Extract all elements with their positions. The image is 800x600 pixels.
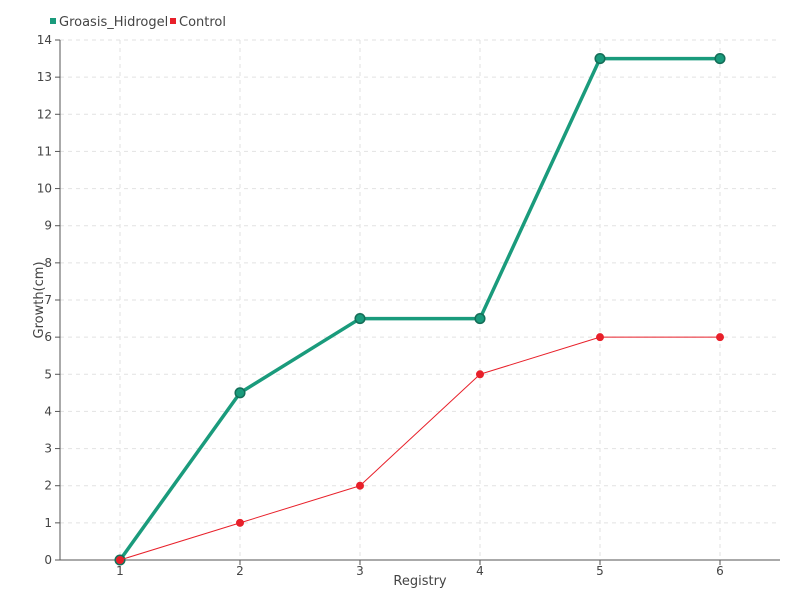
legend-item-groasis-hidrogel[interactable]: Groasis_Hidrogel bbox=[50, 15, 168, 30]
y-tick-label: 13 bbox=[37, 70, 52, 84]
data-point-control[interactable] bbox=[356, 481, 364, 490]
y-tick-label: 11 bbox=[37, 144, 52, 158]
legend-label-control: Control bbox=[179, 15, 226, 30]
legend: Groasis_Hidrogel Control bbox=[50, 15, 226, 30]
data-point-control[interactable] bbox=[596, 333, 604, 342]
y-tick-label: 14 bbox=[37, 33, 52, 47]
x-tick-label: 4 bbox=[476, 564, 484, 578]
legend-item-control[interactable]: Control bbox=[170, 15, 226, 30]
x-tick-label: 1 bbox=[116, 564, 124, 578]
data-point-groasis-hidrogel[interactable] bbox=[234, 387, 246, 399]
x-tick-label: 2 bbox=[236, 564, 244, 578]
y-tick-label: 4 bbox=[44, 404, 52, 418]
series-groasis-hidrogel bbox=[114, 53, 726, 566]
data-point-control[interactable] bbox=[716, 333, 724, 342]
x-axis-title: Registry bbox=[393, 574, 447, 589]
y-tick-label: 12 bbox=[37, 107, 52, 121]
data-point-control[interactable] bbox=[236, 518, 244, 527]
grid bbox=[60, 39, 780, 560]
y-axis-title: Growth(cm) bbox=[32, 261, 47, 338]
data-point-groasis-hidrogel[interactable] bbox=[474, 313, 486, 325]
legend-swatch-control bbox=[170, 18, 176, 24]
y-tick-label: 1 bbox=[44, 516, 52, 530]
y-tick-label: 10 bbox=[37, 182, 52, 196]
series-layer bbox=[114, 53, 726, 566]
data-point-groasis-hidrogel[interactable] bbox=[594, 53, 606, 65]
x-tick-label: 6 bbox=[716, 564, 724, 578]
legend-label-groasis-hidrogel: Groasis_Hidrogel bbox=[59, 15, 168, 30]
y-tick-label: 8 bbox=[44, 256, 52, 270]
data-point-groasis-hidrogel[interactable] bbox=[714, 53, 726, 65]
legend-swatch-groasis-hidrogel bbox=[50, 18, 56, 24]
x-tick-label: 3 bbox=[356, 564, 364, 578]
series-line-groasis-hidrogel bbox=[118, 56, 722, 562]
y-tick-label: 2 bbox=[44, 479, 52, 493]
y-tick-label: 9 bbox=[44, 219, 52, 233]
y-tick-label: 5 bbox=[44, 367, 52, 381]
series-control bbox=[116, 333, 724, 564]
data-point-groasis-hidrogel[interactable] bbox=[354, 313, 366, 325]
x-tick-label: 5 bbox=[596, 564, 604, 578]
series-line-control bbox=[119, 336, 721, 561]
data-point-control[interactable] bbox=[116, 556, 124, 564]
y-tick-label: 3 bbox=[44, 442, 52, 456]
y-tick-label: 0 bbox=[44, 553, 52, 567]
y-tick-label: 6 bbox=[44, 330, 52, 344]
y-tick-label: 7 bbox=[44, 293, 52, 307]
data-point-control[interactable] bbox=[476, 370, 484, 379]
